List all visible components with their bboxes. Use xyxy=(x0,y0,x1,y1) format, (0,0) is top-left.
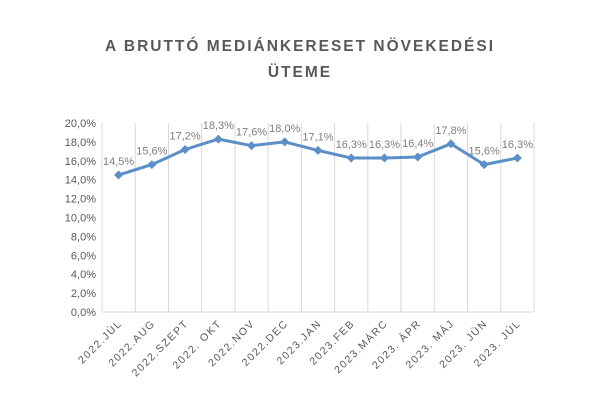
y-tick-label: 10,0% xyxy=(65,213,96,225)
data-label: 16,3% xyxy=(369,139,400,151)
data-label: 15,6% xyxy=(469,146,500,158)
data-point-marker xyxy=(479,160,489,170)
data-label: 17,2% xyxy=(169,130,200,142)
data-label: 17,8% xyxy=(435,125,466,137)
y-tick-label: 18,0% xyxy=(65,137,96,149)
data-point-marker xyxy=(346,153,356,163)
y-tick-label: 16,0% xyxy=(65,156,96,168)
data-label: 18,0% xyxy=(269,123,300,135)
data-label: 15,6% xyxy=(136,146,167,158)
chart-title-line-2: ÜTEME xyxy=(267,64,333,81)
y-tick-label: 20,0% xyxy=(65,118,96,130)
x-tick-label: 2022.SZEPT xyxy=(130,318,192,380)
data-point-marker xyxy=(247,141,257,151)
y-tick-label: 14,0% xyxy=(65,175,96,187)
y-tick-label: 6,0% xyxy=(71,250,96,262)
data-point-marker xyxy=(180,144,190,154)
data-point-marker xyxy=(114,170,124,180)
y-tick-label: 4,0% xyxy=(71,269,96,281)
data-label: 17,6% xyxy=(236,127,267,139)
data-label: 16,4% xyxy=(402,138,433,150)
chart-title-line-1: A BRUTTÓ MEDIÁNKERESET NÖVEKEDÉSI xyxy=(104,38,496,55)
series-line xyxy=(117,137,519,177)
y-tick-label: 8,0% xyxy=(71,231,96,243)
data-label: 18,3% xyxy=(203,120,234,132)
data-point-marker xyxy=(512,153,522,163)
data-point-marker xyxy=(446,139,456,149)
data-point-marker xyxy=(213,134,223,144)
y-tick-label: 0,0% xyxy=(71,307,96,319)
data-point-marker xyxy=(147,160,157,170)
y-tick-label: 12,0% xyxy=(65,194,96,206)
data-label: 16,3% xyxy=(336,139,367,151)
y-tick-label: 2,0% xyxy=(71,288,96,300)
data-point-marker xyxy=(379,153,389,163)
data-label: 17,1% xyxy=(302,131,333,143)
data-point-marker xyxy=(313,145,323,155)
data-label: 16,3% xyxy=(502,139,533,151)
data-point-marker xyxy=(413,152,423,162)
data-label: 14,5% xyxy=(103,156,134,168)
data-point-marker xyxy=(280,137,290,147)
